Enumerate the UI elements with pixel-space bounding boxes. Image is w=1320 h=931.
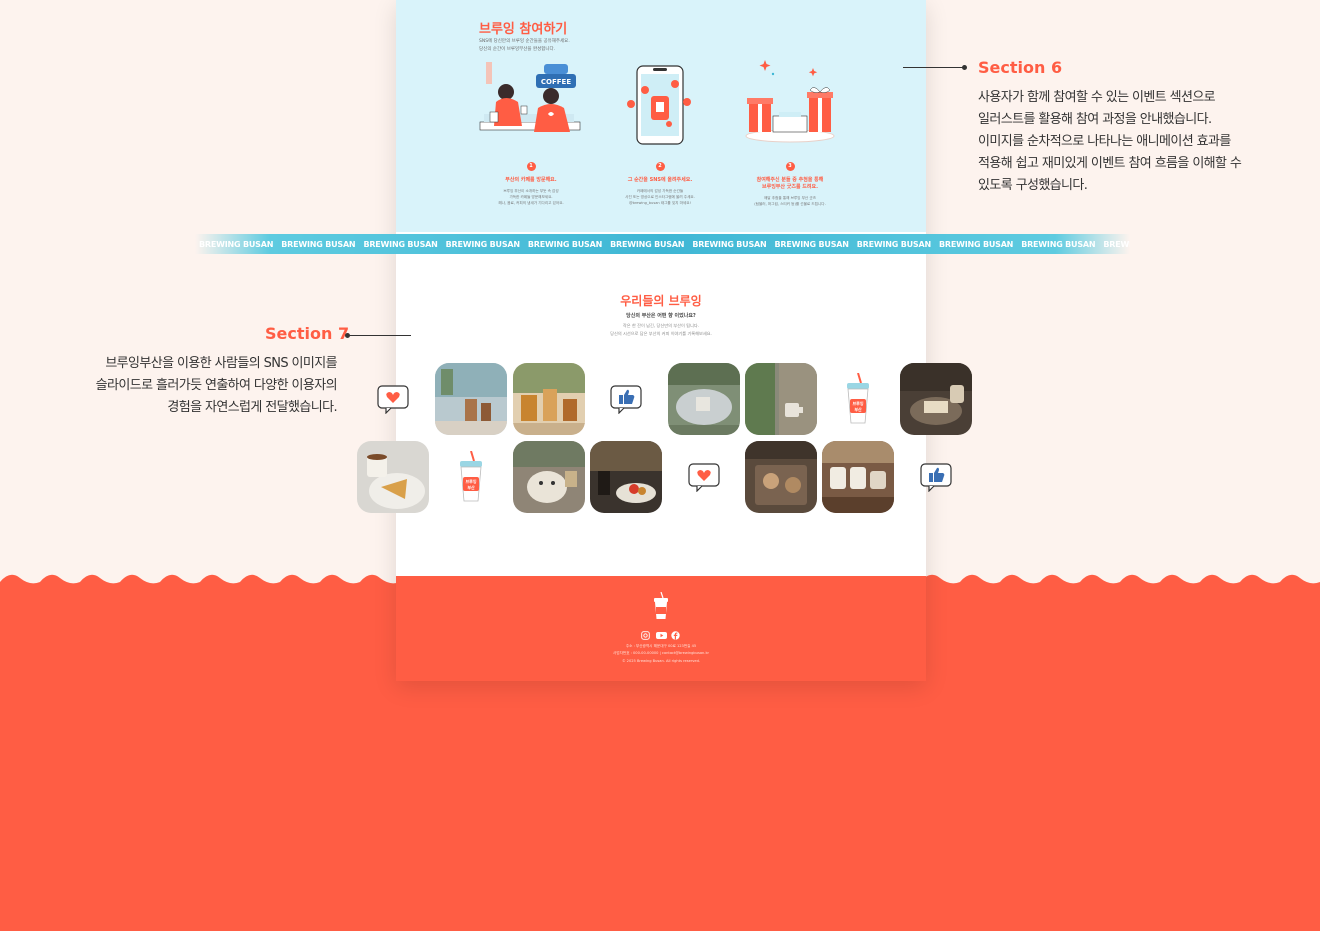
brewing-busan-marquee: BREWING BUSAN BREWING BUSAN BREWING BUSAN B… bbox=[195, 234, 1130, 254]
footer-address: 주소 : 부산광역시 해운대구 00로 123번길 45 bbox=[625, 644, 697, 648]
section-7-annotation-text: 브루잉부산을 이용한 사람들의 SNS 이미지를 슬라이드로 흘러가듯 연출하여… bbox=[95, 356, 338, 415]
section-6-leader-line bbox=[903, 67, 963, 68]
sns-photo[interactable] bbox=[668, 363, 740, 435]
instagram-icon[interactable] bbox=[641, 625, 650, 640]
marquee-word: BREWING BUSAN bbox=[692, 239, 767, 249]
sns-photo[interactable] bbox=[435, 363, 507, 435]
section-7-description: 작은 한 잔이 남긴, 당신만의 부산이 됩니다. 당신의 시선으로 담은 부산… bbox=[610, 323, 712, 336]
step-3-number: 3 bbox=[785, 162, 795, 171]
sns-photo[interactable] bbox=[513, 441, 585, 513]
section-6-participate: 브루잉 참여하기 SNS에 당신만의 브루잉 순간들을 공유해주세요. 당신의 … bbox=[396, 0, 926, 232]
step-1-description: 브루잉 부산이 소개하는 부둣 속 감성 가득한 카페들 방문해보세요. 해나,… bbox=[498, 189, 564, 205]
sns-photo[interactable] bbox=[745, 441, 817, 513]
marquee-word: BREWING BUSAN bbox=[527, 239, 603, 249]
svg-text:브루잉: 브루잉 bbox=[852, 400, 863, 406]
sns-photo[interactable] bbox=[822, 441, 894, 513]
phone-sns-illustration bbox=[627, 65, 691, 145]
gift-box-illustration bbox=[745, 60, 835, 143]
marquee-word: BREWING BUSAN bbox=[363, 239, 438, 249]
sns-photo[interactable] bbox=[900, 363, 972, 435]
section-6-leader-dot bbox=[962, 65, 967, 70]
step-2: 2 그 순간을 SNS에 올려주세요. 카페에서의 감성 가득한 순간들 사진 … bbox=[595, 54, 725, 206]
step-1-number: 1 bbox=[526, 162, 536, 171]
brand-cup-logo bbox=[654, 592, 668, 619]
svg-text:부산: 부산 bbox=[467, 484, 475, 490]
svg-text:부산: 부산 bbox=[854, 406, 862, 412]
section-7-leader-line bbox=[348, 335, 411, 336]
heart-bubble-icon bbox=[357, 363, 429, 435]
section-7-subtitle: 당신의 부산은 어떤 향 이었나요? bbox=[626, 313, 696, 319]
svg-text:COFFEE: COFFEE bbox=[541, 78, 571, 86]
svg-text:브루잉: 브루잉 bbox=[465, 478, 476, 484]
step-3: 3 참여해주신 분들 중 추첨을 통해 브루잉부산 굿즈를 드려요. 매달 추첨… bbox=[725, 54, 855, 207]
step-3-description: 매달 추첨을 통해 브루잉 부산 굿즈 (텀블러, 머그컵, 스티커 등)를 선… bbox=[754, 196, 826, 206]
section-7-annotation-title: Section 7 bbox=[265, 324, 350, 343]
website-mockup: 브루잉 참여하기 SNS에 당신만의 브루잉 순간들을 공유해주세요. 당신의 … bbox=[396, 0, 926, 681]
section-6-annotation-text: 사용자가 함께 참여할 수 있는 이벤트 섹션으로 일러스트를 활용해 참여 과… bbox=[978, 90, 1242, 193]
brand-cup-sticker: 브루잉 부산 bbox=[435, 441, 507, 513]
section-7-title: 우리들의 브루잉 bbox=[620, 294, 702, 308]
sns-photo[interactable] bbox=[357, 441, 429, 513]
step-3-title: 참여해주신 분들 중 추첨을 통해 브루잉부산 굿즈를 드려요. bbox=[756, 177, 824, 190]
sns-photo[interactable] bbox=[513, 363, 585, 435]
section-6-annotation-title: Section 6 bbox=[978, 58, 1063, 77]
marquee-word: BREWING BUSAN bbox=[1103, 239, 1130, 249]
youtube-icon[interactable] bbox=[656, 625, 667, 639]
sns-photo[interactable] bbox=[745, 363, 817, 435]
footer-copyright: © 2025 Brewing Busan. All rights reserve… bbox=[621, 659, 701, 663]
section-7-leader-dot bbox=[345, 333, 350, 338]
thumbs-up-bubble-icon bbox=[900, 441, 972, 513]
site-footer: 주소 : 부산광역시 해운대구 00로 123번길 45 사업자번호 : 000… bbox=[396, 576, 926, 681]
marquee-word: BREWING BUSAN bbox=[938, 239, 1014, 249]
section-6-description: SNS에 당신만의 브루잉 순간들을 공유해주세요. 당신의 순간이 브루잉부산… bbox=[479, 39, 570, 52]
step-2-number: 2 bbox=[655, 162, 665, 171]
social-links bbox=[641, 625, 680, 640]
section-6-title: 브루잉 참여하기 bbox=[479, 22, 568, 37]
marquee-word: BREWING BUSAN bbox=[281, 239, 356, 249]
marquee-track: BREWING BUSAN BREWING BUSAN BREWING BUSAN B… bbox=[195, 234, 1130, 254]
step-2-title: 그 순간을 SNS에 올려주세요. bbox=[627, 177, 693, 183]
marquee-word: BREWING BUSAN bbox=[856, 239, 931, 249]
marquee-word: BREWING BUSAN bbox=[1021, 239, 1096, 249]
step-1: COFFEE 1 부산의 카페를 방문해요. 브루잉 부산이 소개하는 부둣 속… bbox=[466, 54, 596, 206]
footer-contact: 사업자번호 : 000-00-00000 | contact@brewingbu… bbox=[612, 651, 710, 655]
marquee-word: BREWING BUSAN bbox=[445, 239, 520, 249]
facebook-icon[interactable] bbox=[671, 625, 680, 640]
marquee-word: BREWING BUSAN bbox=[199, 239, 274, 249]
thumbs-up-bubble-icon bbox=[590, 363, 662, 435]
step-1-title: 부산의 카페를 방문해요. bbox=[505, 177, 557, 183]
heart-bubble-icon bbox=[668, 441, 740, 513]
marquee-word: BREWING BUSAN bbox=[610, 239, 685, 249]
brand-cup-sticker: 브루잉 부산 bbox=[822, 363, 894, 435]
sns-photo[interactable] bbox=[590, 441, 662, 513]
step-2-description: 카페에서의 감성 가득한 순간들 사진 또는 영상으로 인스타그램에 올려 주세… bbox=[625, 189, 695, 205]
cafe-visit-illustration: COFFEE bbox=[479, 62, 581, 132]
marquee-word: BREWING BUSAN bbox=[774, 239, 849, 249]
